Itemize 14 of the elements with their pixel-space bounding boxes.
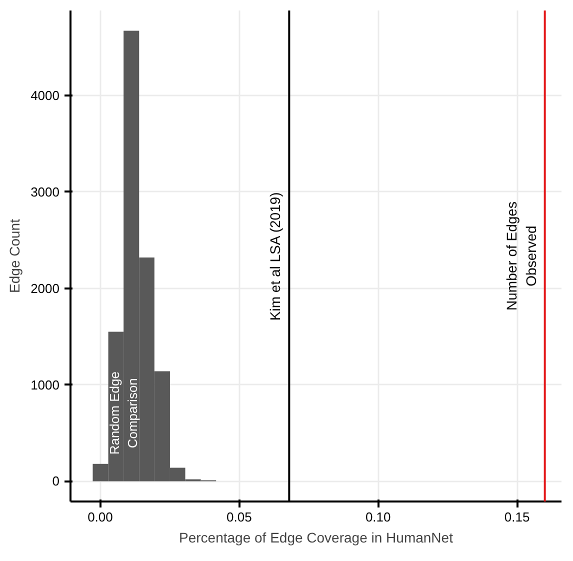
y-tick-label: 4000: [30, 88, 60, 103]
ref-line-label: Kim et al LSA (2019): [267, 192, 284, 321]
x-tick-label: 0.10: [365, 510, 391, 524]
y-axis-title: Edge Count: [6, 218, 23, 293]
ref-line-label: Number of Edges Observed: [504, 202, 539, 310]
annotation: Random Edge Comparison: [107, 372, 140, 455]
x-tick-label: 0.05: [226, 510, 252, 524]
x-tick-label: 0.15: [504, 510, 530, 524]
x-tick-label: 0.00: [88, 510, 113, 524]
x-axis-title: Percentage of Edge Coverage in HumanNet: [179, 530, 454, 546]
y-tick-label: 0: [52, 474, 60, 489]
y-tick-label: 3000: [30, 184, 60, 200]
y-tick-label: 2000: [30, 280, 60, 296]
y-tick-label: 1000: [30, 377, 60, 392]
